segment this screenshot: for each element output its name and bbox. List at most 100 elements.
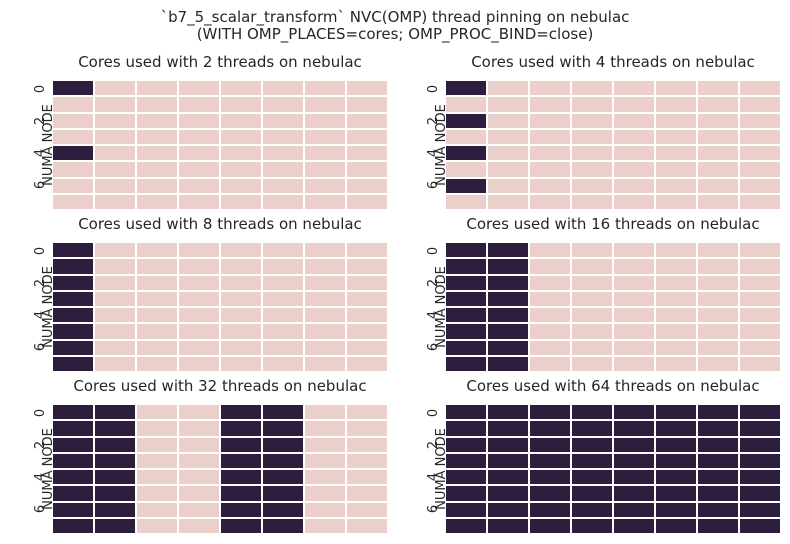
heatmap-cell xyxy=(656,340,696,355)
heatmap-cell xyxy=(530,453,570,468)
heatmap-cell xyxy=(698,405,738,420)
heatmap-cell xyxy=(95,243,135,258)
heatmap-cell xyxy=(53,486,93,501)
heatmap-cell xyxy=(656,146,696,161)
y-ticks: 0 2 4 6 xyxy=(426,405,442,533)
heatmap-cell xyxy=(572,518,612,533)
heatmap-cell xyxy=(137,421,177,436)
heatmap-cell xyxy=(137,81,177,96)
heatmap-cell xyxy=(530,178,570,193)
heatmap-cell xyxy=(572,502,612,517)
heatmap-cell xyxy=(698,81,738,96)
y-tick-label: 0 xyxy=(33,84,48,94)
heatmap-cell xyxy=(221,178,261,193)
y-ticks: 0 2 4 6 xyxy=(33,243,49,371)
heatmap-cell xyxy=(446,275,486,290)
heatmap-cell xyxy=(347,146,387,161)
heatmap-cell xyxy=(263,437,303,452)
heatmap-cell xyxy=(263,259,303,274)
heatmap-cell xyxy=(656,81,696,96)
heatmap-cell xyxy=(572,194,612,209)
heatmap-cell xyxy=(698,194,738,209)
heatmap-cell xyxy=(488,178,528,193)
y-tick-label: 4 xyxy=(33,148,48,158)
heatmap-cell xyxy=(698,308,738,323)
heatmap-cell xyxy=(263,486,303,501)
y-tick-label: 2 xyxy=(33,278,48,288)
heatmap-cell xyxy=(263,129,303,144)
heatmap-cell xyxy=(263,275,303,290)
heatmap-cell xyxy=(488,486,528,501)
heatmap-cell xyxy=(179,291,219,306)
heatmap-cell xyxy=(446,259,486,274)
heatmap-cell xyxy=(263,291,303,306)
heatmap-cell xyxy=(614,178,654,193)
heatmap-cell xyxy=(53,162,93,177)
heatmap-cell xyxy=(53,340,93,355)
heatmap-cell xyxy=(740,97,780,112)
heatmap-cell xyxy=(488,162,528,177)
heatmap-cell xyxy=(446,502,486,517)
heatmap-cell xyxy=(53,178,93,193)
heatmap-cell xyxy=(530,324,570,339)
heatmap-cell xyxy=(95,421,135,436)
heatmap-cell xyxy=(488,97,528,112)
heatmap-cell xyxy=(179,129,219,144)
heatmap-cell xyxy=(488,356,528,371)
heatmap-cell xyxy=(740,324,780,339)
y-tick-label: 0 xyxy=(426,84,441,94)
heatmap-cell xyxy=(95,291,135,306)
heatmap-cell xyxy=(446,97,486,112)
heatmap-cell xyxy=(572,421,612,436)
heatmap-cell xyxy=(488,518,528,533)
heatmap-cell xyxy=(137,437,177,452)
heatmap-cell xyxy=(221,194,261,209)
heatmap-cell xyxy=(446,243,486,258)
heatmap-cell xyxy=(221,340,261,355)
heatmap-cell xyxy=(572,97,612,112)
heatmap-cell xyxy=(446,340,486,355)
heatmap-cell xyxy=(95,308,135,323)
heatmap-cell xyxy=(740,502,780,517)
heatmap-cell xyxy=(263,243,303,258)
heatmap-cell xyxy=(488,243,528,258)
heatmap-cell xyxy=(137,243,177,258)
heatmap-cell xyxy=(698,486,738,501)
heatmap-cell xyxy=(530,259,570,274)
heatmap-cell xyxy=(530,129,570,144)
heatmap-cell xyxy=(656,97,696,112)
heatmap-cell xyxy=(614,421,654,436)
heatmap-cell xyxy=(179,340,219,355)
heatmap-cell xyxy=(347,81,387,96)
heatmap-cell xyxy=(656,453,696,468)
y-tick-label: 4 xyxy=(426,148,441,158)
heatmap-cell xyxy=(614,486,654,501)
heatmap-cell xyxy=(221,291,261,306)
heatmap-cell xyxy=(95,340,135,355)
heatmap-cell xyxy=(488,340,528,355)
heatmap-cell xyxy=(347,275,387,290)
heatmap-cell xyxy=(446,81,486,96)
heatmap-cell xyxy=(305,356,345,371)
heatmap-cell xyxy=(347,356,387,371)
heatmap-cell xyxy=(614,518,654,533)
heatmap-cell xyxy=(53,146,93,161)
heatmap-cell xyxy=(347,502,387,517)
heatmap-cell xyxy=(263,356,303,371)
heatmap-cell xyxy=(53,129,93,144)
heatmap-cell xyxy=(221,437,261,452)
heatmap-cell xyxy=(137,129,177,144)
y-tick-label: 0 xyxy=(33,408,48,418)
heatmap-cell xyxy=(488,113,528,128)
heatmap-cell xyxy=(53,259,93,274)
heatmap-cell xyxy=(446,453,486,468)
heatmap-cell xyxy=(137,453,177,468)
heatmap-cell xyxy=(740,129,780,144)
heatmap-cell xyxy=(347,324,387,339)
y-tick-label: 0 xyxy=(426,408,441,418)
heatmap-cell xyxy=(221,146,261,161)
y-tick-label: 2 xyxy=(426,440,441,450)
heatmap-cell xyxy=(95,178,135,193)
y-tick-label: 6 xyxy=(426,180,441,190)
heatmap-cell xyxy=(656,178,696,193)
